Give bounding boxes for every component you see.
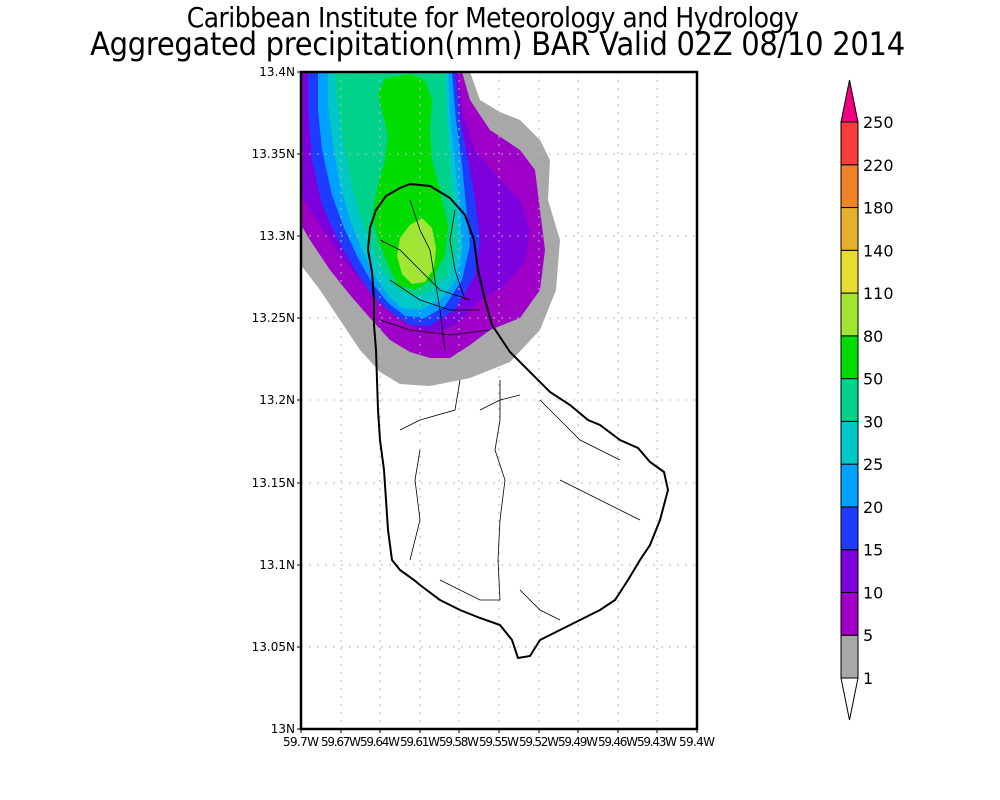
colorbar-under-arrow (840, 677, 859, 721)
colorbar-label: 25 (863, 455, 883, 474)
colorbar-segment (840, 591, 859, 636)
lon-tick-label: 59.67W (321, 735, 361, 749)
product-title: Aggregated precipitation(mm) BAR Valid 0… (90, 25, 905, 63)
contour-80mm (397, 218, 436, 284)
colorbar-label: 140 (863, 241, 894, 260)
lon-tick-label: 59.64W (360, 735, 400, 749)
colorbar-over-arrow (840, 79, 859, 123)
colorbar-label: 180 (863, 199, 894, 218)
colorbar-label: 20 (863, 498, 883, 517)
lat-tick-label: 13.15N (252, 476, 295, 490)
lon-tick-label: 59.49W (558, 735, 598, 749)
colorbar-label: 110 (863, 284, 894, 303)
lon-tick-label: 59.4W (679, 735, 715, 749)
lon-tick-label: 59.52W (519, 735, 559, 749)
lat-tick-label: 13.4N (259, 65, 295, 79)
colorbar-segment (840, 378, 859, 422)
colorbar-segment (840, 292, 859, 337)
colorbar-segment (840, 506, 859, 551)
lon-tick-label: 59.43W (637, 735, 677, 749)
colorbar-segment (840, 634, 859, 679)
lon-tick-label: 59.58W (439, 735, 479, 749)
precip-contours (301, 72, 560, 386)
lat-tick-label: 13N (271, 722, 295, 736)
colorbar-segment (840, 420, 859, 465)
lat-tick-label: 13.05N (252, 640, 295, 654)
colorbar-label: 220 (863, 156, 894, 175)
colorbar-label: 5 (863, 626, 873, 645)
lon-tick-label: 59.46W (598, 735, 638, 749)
colorbar-segment (840, 549, 859, 593)
colorbar-segment (840, 335, 859, 380)
colorbar-label: 1 (863, 669, 873, 688)
colorbar-segment (840, 463, 859, 508)
y-axis: 13.4N 13.35N 13.3N 13.25N 13.2N 13.15N 1… (252, 65, 301, 736)
colorbar-segment (840, 121, 859, 166)
colorbar-label: 250 (863, 113, 894, 132)
lon-tick-label: 59.61W (400, 735, 440, 749)
colorbar-segment (840, 249, 859, 294)
institute-title: Caribbean Institute for Meteorology and … (186, 1, 799, 34)
lat-tick-label: 13.2N (259, 393, 295, 407)
lat-tick-label: 13.35N (252, 147, 295, 161)
lat-tick-label: 13.3N (259, 229, 295, 243)
colorbar-segment (840, 164, 859, 209)
colorbar-label: 80 (863, 327, 883, 346)
colorbar-segment (840, 207, 859, 251)
colorbar-label: 30 (863, 412, 883, 431)
colorbar-label: 50 (863, 370, 883, 389)
x-axis: 59.7W 59.67W 59.64W 59.61W 59.58W 59.55W… (283, 729, 715, 749)
colorbar-label: 10 (863, 583, 883, 602)
lat-tick-label: 13.1N (259, 558, 295, 572)
lat-tick-label: 13.25N (252, 311, 295, 325)
barbados-outline (366, 182, 670, 660)
lon-tick-label: 59.55W (479, 735, 519, 749)
lon-tick-label: 59.7W (283, 735, 319, 749)
colorbar-label: 15 (863, 541, 883, 560)
